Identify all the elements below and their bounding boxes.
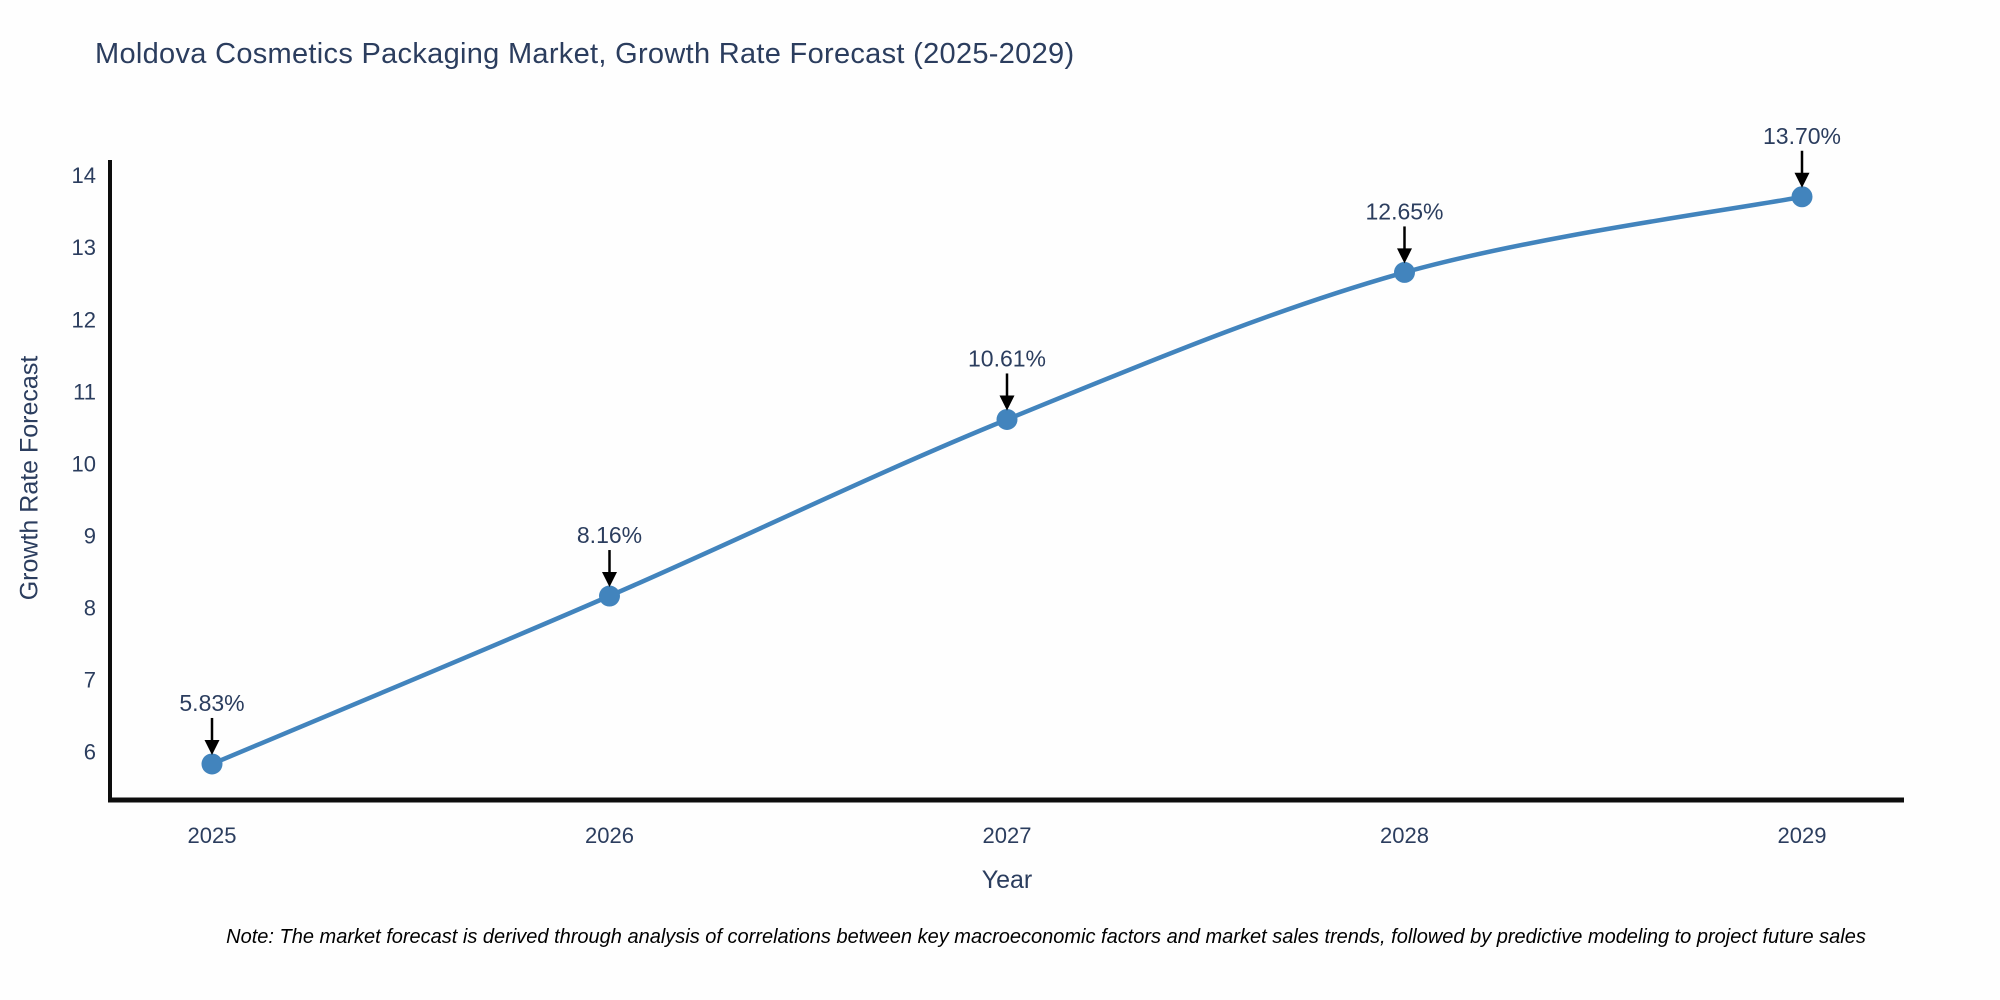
annotation-label: 13.70% bbox=[1763, 123, 1841, 149]
x-axis-label: Year bbox=[981, 866, 1033, 894]
annotation-label: 8.16% bbox=[577, 522, 642, 548]
data-point-marker bbox=[201, 753, 223, 775]
y-tick-label: 9 bbox=[84, 523, 96, 548]
annotation-label: 10.61% bbox=[968, 345, 1046, 371]
annotation-arrowhead bbox=[1397, 248, 1412, 264]
chart-title: Moldova Cosmetics Packaging Market, Grow… bbox=[95, 38, 1075, 70]
annotation-label: 5.83% bbox=[179, 690, 244, 716]
annotation-arrowhead bbox=[999, 395, 1015, 411]
forecast-line bbox=[209, 194, 1805, 767]
x-tick-label: 2026 bbox=[585, 823, 634, 848]
annotation-label: 12.65% bbox=[1365, 198, 1443, 224]
annotation-arrowhead bbox=[204, 739, 220, 755]
annotation-arrowhead bbox=[602, 572, 617, 588]
annotation-arrowhead bbox=[1794, 172, 1810, 188]
x-tick-label: 2028 bbox=[1380, 823, 1429, 848]
y-tick-label: 7 bbox=[84, 668, 96, 693]
y-tick-label: 10 bbox=[72, 451, 96, 476]
data-point-marker bbox=[1394, 261, 1415, 283]
x-tick-label: 2029 bbox=[1778, 823, 1827, 848]
x-tick-label: 2025 bbox=[188, 823, 237, 848]
y-tick-label: 11 bbox=[73, 379, 96, 404]
y-tick-label: 14 bbox=[72, 163, 96, 188]
data-point-marker bbox=[1791, 186, 1813, 208]
y-tick-label: 13 bbox=[72, 235, 96, 260]
y-tick-label: 12 bbox=[72, 307, 96, 332]
data-point-marker bbox=[996, 408, 1018, 430]
data-point-marker bbox=[599, 585, 620, 607]
y-tick-label: 6 bbox=[84, 740, 96, 765]
x-tick-label: 2027 bbox=[983, 823, 1032, 848]
y-tick-label: 8 bbox=[84, 596, 96, 621]
footnote: Note: The market forecast is derived thr… bbox=[226, 926, 1866, 948]
